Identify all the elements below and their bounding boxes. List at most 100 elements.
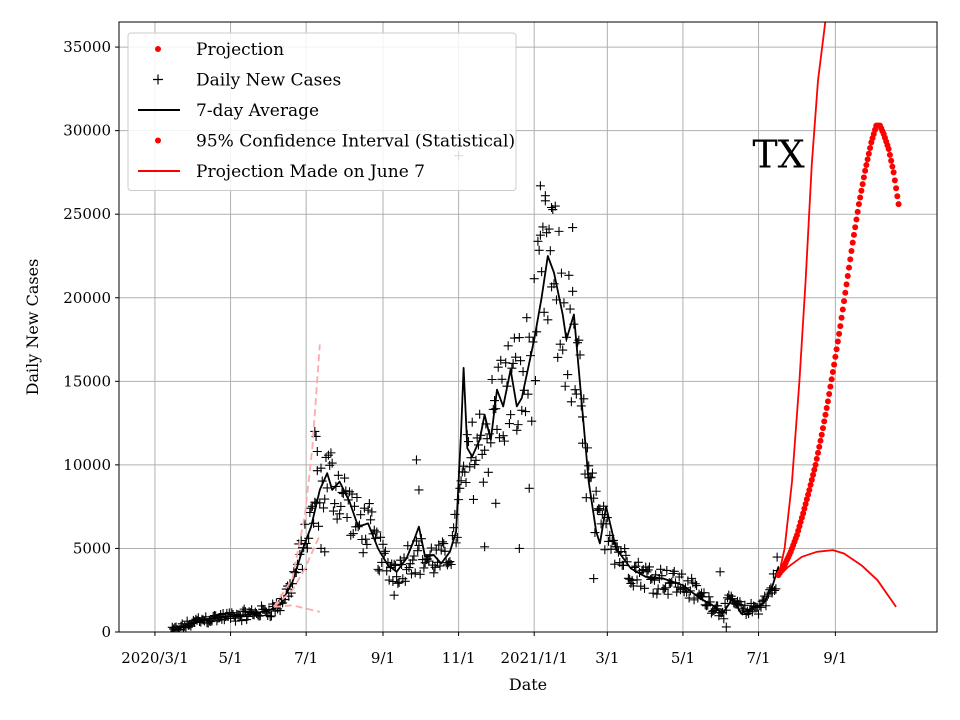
- daily-new-cases-point: [610, 559, 620, 569]
- projection-point: [847, 256, 854, 263]
- y-tick-label: 10000: [63, 456, 111, 474]
- daily-new-cases-point: [395, 555, 405, 565]
- daily-new-cases-point: [320, 494, 330, 504]
- daily-new-cases-point: [553, 352, 563, 362]
- projection-point: [843, 281, 850, 288]
- daily-new-cases-point: [535, 230, 545, 240]
- daily-new-cases-point: [497, 374, 507, 384]
- daily-new-cases-point: [663, 589, 673, 599]
- daily-new-cases-point: [361, 534, 371, 544]
- daily-new-cases-point: [535, 181, 545, 191]
- projection-point: [826, 391, 833, 398]
- daily-new-cases-point: [625, 574, 635, 584]
- daily-new-cases-point: [543, 315, 553, 325]
- daily-new-cases-point: [529, 274, 539, 284]
- daily-new-cases-point: [636, 581, 646, 591]
- daily-new-cases-point: [720, 598, 730, 608]
- daily-new-cases-point: [465, 462, 475, 472]
- daily-new-cases-point: [410, 568, 420, 578]
- daily-new-cases-point: [362, 539, 372, 549]
- daily-new-cases-point: [534, 245, 544, 255]
- daily-new-cases-point: [400, 576, 410, 586]
- daily-new-cases-point: [669, 566, 679, 576]
- daily-new-cases-point: [415, 569, 425, 579]
- x-tick-label: 2020/3/1: [121, 649, 188, 667]
- daily-new-cases-point: [556, 268, 566, 278]
- daily-new-cases-point: [366, 515, 376, 525]
- projection-point: [811, 466, 818, 473]
- daily-new-cases-point: [544, 224, 554, 234]
- daily-new-cases-point: [309, 518, 319, 528]
- daily-new-cases-point: [340, 473, 350, 483]
- plot-layer: [166, 22, 902, 632]
- daily-new-cases-point: [413, 546, 423, 556]
- daily-new-cases-point: [499, 436, 509, 446]
- daily-new-cases-point: [677, 569, 687, 579]
- daily-new-cases-point: [508, 358, 518, 368]
- legend-item-projection: Projection: [155, 40, 284, 60]
- daily-new-cases-point: [440, 546, 450, 556]
- projection-point: [834, 338, 841, 345]
- daily-new-cases-point: [709, 605, 719, 615]
- projection-point: [816, 443, 823, 450]
- daily-new-cases-point: [682, 587, 692, 597]
- daily-new-cases-point: [770, 585, 780, 595]
- daily-new-cases-point: [470, 460, 480, 470]
- x-tick-label: 7/1: [746, 649, 770, 667]
- plot-frame: [118, 21, 938, 633]
- daily-new-cases-point: [384, 575, 394, 585]
- projection-point: [822, 411, 829, 418]
- daily-new-cases-point: [342, 513, 352, 523]
- daily-new-cases-point: [513, 420, 523, 430]
- daily-new-cases-point: [568, 223, 578, 233]
- legend-label: Projection Made on June 7: [196, 162, 425, 182]
- daily-new-cases-point: [322, 483, 332, 493]
- projection-point: [891, 177, 898, 184]
- daily-new-cases-point: [348, 529, 358, 539]
- projection-point: [842, 289, 849, 296]
- daily-new-cases-point: [446, 559, 456, 569]
- projection-point: [859, 181, 866, 188]
- daily-new-cases-point: [668, 569, 678, 579]
- projection-point: [853, 216, 860, 223]
- daily-new-cases-point: [424, 556, 434, 566]
- daily-new-cases-point: [585, 473, 595, 483]
- daily-new-cases-point: [740, 600, 750, 610]
- daily-new-cases-point: [310, 426, 320, 436]
- daily-new-cases-point: [591, 486, 601, 496]
- projection-point: [836, 330, 843, 337]
- daily-new-cases-point: [554, 226, 564, 236]
- daily-new-cases-point: [409, 551, 419, 561]
- daily-new-cases-point: [565, 304, 575, 314]
- daily-new-cases-point: [247, 605, 257, 615]
- 7-day-average-line: [170, 255, 780, 632]
- projection-series: [775, 122, 902, 579]
- projection-point: [828, 376, 835, 383]
- projection-point: [841, 298, 848, 305]
- daily-new-cases-point: [402, 565, 412, 575]
- projection-point: [855, 201, 862, 208]
- early-projection-upper-line: [273, 344, 321, 608]
- daily-new-cases-point: [426, 543, 436, 553]
- daily-new-cases-point: [480, 542, 490, 552]
- daily-new-cases-point: [637, 566, 647, 576]
- projection-point: [823, 405, 830, 412]
- legend: Projection Daily New Cases 7-day Average 95…: [127, 32, 517, 191]
- legend-label: Daily New Cases: [196, 71, 341, 91]
- daily-new-cases-point: [388, 577, 398, 587]
- daily-new-cases-point: [394, 577, 404, 587]
- daily-new-cases-point: [604, 536, 614, 546]
- daily-new-cases-point: [571, 389, 581, 399]
- projection-point: [824, 398, 831, 405]
- daily-new-cases-point: [524, 483, 534, 493]
- y-axis-title: Daily New Cases: [23, 259, 42, 396]
- daily-new-cases-point: [539, 307, 549, 317]
- daily-new-cases-point: [393, 578, 403, 588]
- daily-new-cases-point: [319, 503, 328, 513]
- daily-new-cases-point: [419, 563, 429, 573]
- daily-new-cases-point: [450, 509, 460, 519]
- daily-new-cases-point: [568, 286, 578, 296]
- daily-new-cases-point: [521, 407, 531, 417]
- daily-new-cases-point: [506, 410, 516, 420]
- x-tick-label: 7/1: [294, 649, 318, 667]
